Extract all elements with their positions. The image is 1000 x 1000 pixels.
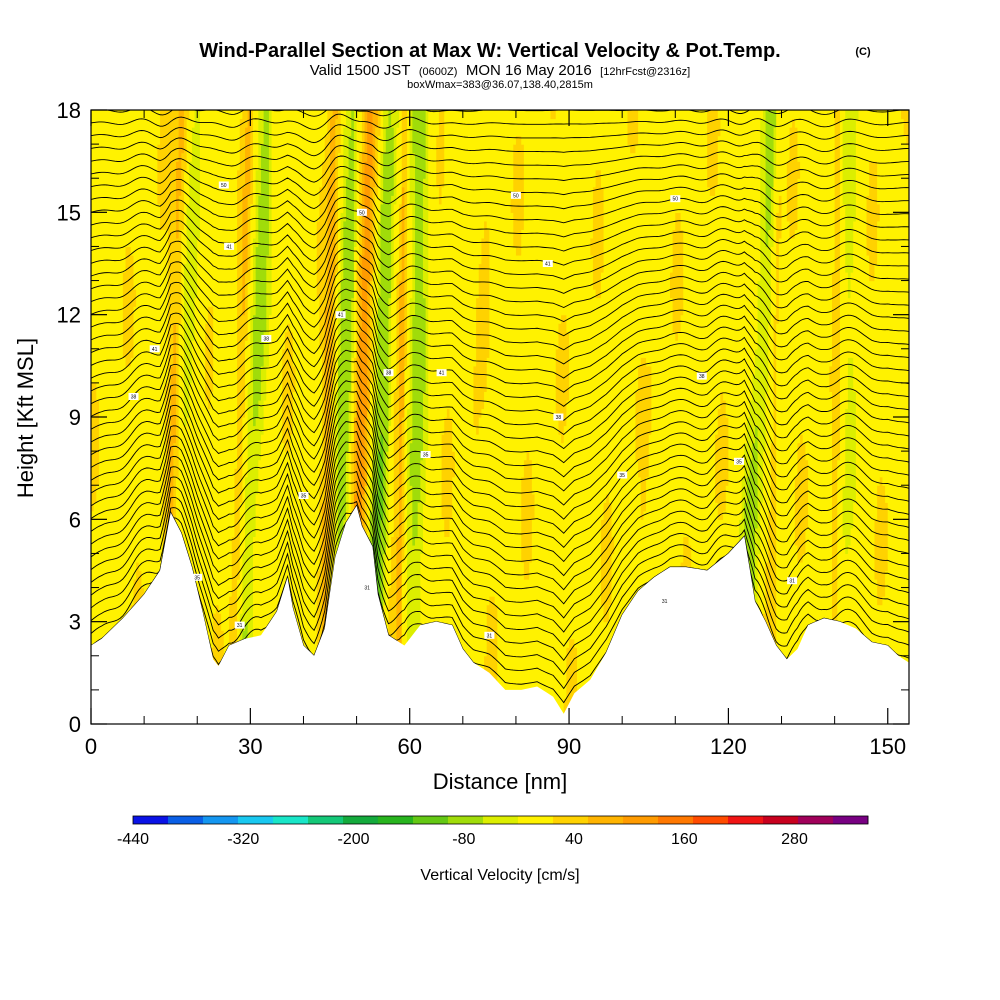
- chart-subtitle-box: boxWmax=383@36.07,138.40,2815m: [407, 79, 593, 91]
- subtitle-utc-time: (0600Z): [419, 66, 458, 78]
- chart-subtitle: Valid 1500 JST (0600Z) MON 16 May 2016 […: [310, 62, 690, 79]
- plot-contents: 4141414141505050503535353535313131313138…: [91, 89, 910, 726]
- chart-title: Wind-Parallel Section at Max W: Vertical…: [199, 40, 780, 62]
- subtitle-forecast: [12hrFcst@2316z]: [600, 66, 690, 78]
- copyright-mark: (C): [855, 46, 871, 58]
- subtitle-valid-time: Valid 1500 JST: [310, 62, 411, 79]
- subtitle-date: MON 16 May 2016: [466, 62, 592, 79]
